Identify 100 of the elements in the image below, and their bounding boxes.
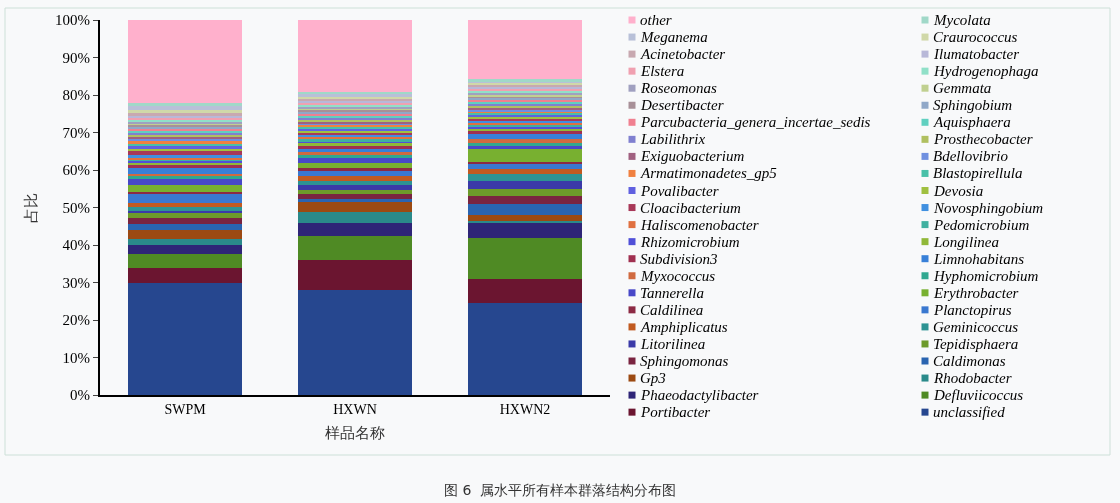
bar (298, 175, 412, 181)
bar (128, 20, 242, 103)
legend-label: unclassified (933, 404, 1006, 420)
bar (468, 134, 582, 139)
legend-label: Myxococcus (640, 268, 716, 284)
legend-label: Erythrobacter (933, 285, 1019, 301)
legend-label: Rhizomicrobium (640, 234, 740, 250)
legend-label: Tepidisphaera (933, 336, 1019, 352)
bar (298, 158, 412, 164)
bar (468, 237, 582, 279)
x-axis-title: 样品名称 (325, 425, 385, 442)
legend-label: Elstera (640, 63, 685, 79)
bar (298, 20, 412, 92)
bar (128, 267, 242, 283)
y-tick-label: 20% (62, 312, 90, 329)
y-tick-label: 40% (62, 237, 90, 254)
legend-label: Novosphingobium (933, 200, 1044, 216)
legend-label: Geminicoccus (933, 319, 1019, 335)
bar (298, 201, 412, 213)
legend-label: Craurococcus (933, 29, 1018, 45)
bar (468, 169, 582, 174)
legend-label: Prosthecobacter (933, 131, 1033, 147)
legend-label: Exiguobacterium (640, 148, 745, 164)
bar (128, 106, 242, 110)
legend-label: Caldimonas (933, 353, 1006, 369)
legend-label: Mycolata (933, 12, 991, 28)
legend-label: Sphingobium (933, 97, 1013, 113)
legend-label: Cloacibacterium (640, 200, 741, 216)
bar (298, 212, 412, 223)
bar (128, 230, 242, 240)
bar (468, 203, 582, 215)
legend-label: Armatimonadetes_gp5 (640, 165, 778, 181)
legend-label: Povalibacter (640, 183, 719, 199)
bar (128, 224, 242, 230)
legend-label: Limnohabitans (933, 251, 1025, 267)
legend-label: Ilumatobacter (933, 46, 1020, 62)
legend-label: Amphiplicatus (640, 319, 728, 335)
legend-label: Caldilinea (640, 302, 704, 318)
bar (298, 235, 412, 260)
bar (468, 215, 582, 221)
y-axis-title: 占比 (22, 192, 39, 223)
x-tick-label: HXWN2 (499, 401, 551, 417)
bar (298, 170, 412, 176)
bar (128, 184, 242, 193)
legend-label: Rhodobacter (933, 370, 1012, 386)
bar (298, 198, 412, 202)
x-tick-label: HXWN (333, 401, 377, 417)
legend-label: Labilithrix (640, 131, 706, 147)
bar (298, 260, 412, 290)
bar (468, 20, 582, 80)
legend-label: Acinetobacter (640, 46, 726, 62)
bar (298, 290, 412, 395)
legend-label: Meganema (640, 29, 708, 45)
y-tick-label: 50% (62, 199, 90, 216)
bar (468, 222, 582, 238)
legend-label: other (640, 12, 672, 28)
y-tick-label: 0% (70, 387, 90, 404)
bar (298, 222, 412, 236)
legend-label: Hydrogenophaga (933, 63, 1039, 79)
bar (128, 245, 242, 255)
x-tick-label: SWPM (164, 401, 207, 417)
legend-label: Blastopirellula (933, 165, 1023, 181)
legend-label: Gp3 (640, 370, 666, 386)
caption: 图 6 属水平所有样本群落结构分布图 (444, 482, 677, 498)
legend-label: Longilinea (933, 234, 1000, 250)
legend-label: Desertibacter (640, 97, 724, 113)
bar (468, 303, 582, 395)
legend-label: Pedomicrobium (933, 217, 1030, 233)
legend-label: Litorilinea (640, 336, 706, 352)
y-tick-label: 30% (62, 274, 90, 291)
legend-label: Phaeodactylibacter (640, 387, 759, 403)
legend-label: Parcubacteria_genera_incertae_sedis (640, 114, 871, 130)
bar (298, 163, 412, 168)
bar (468, 173, 582, 182)
y-tick-label: 70% (62, 124, 90, 141)
legend-label: Hyphomicrobium (933, 268, 1039, 284)
legend-label: Planctopirus (933, 302, 1012, 318)
legend-label: Sphingomonas (640, 353, 729, 369)
bar (128, 239, 242, 245)
y-tick-label: 80% (62, 87, 90, 104)
bar (468, 138, 582, 143)
legend-label: Gemmata (933, 80, 992, 96)
bar (128, 167, 242, 175)
legend-label: Defluviicoccus (933, 387, 1024, 403)
bar (128, 194, 242, 204)
bar (468, 181, 582, 189)
y-tick-label: 100% (55, 12, 90, 29)
bar (128, 179, 242, 185)
bar (128, 282, 242, 395)
legend-label: Haliscomenobacter (640, 217, 759, 233)
bar (298, 185, 412, 190)
legend-label: Devosia (933, 183, 984, 199)
legend-label: Aquisphaera (933, 114, 1011, 130)
y-tick-label: 10% (62, 349, 90, 366)
legend-label: Portibacter (640, 404, 711, 420)
legend-label: Tannerella (640, 285, 704, 301)
bar (298, 167, 412, 171)
bar (128, 203, 242, 208)
bar (128, 254, 242, 268)
bar (468, 196, 582, 204)
